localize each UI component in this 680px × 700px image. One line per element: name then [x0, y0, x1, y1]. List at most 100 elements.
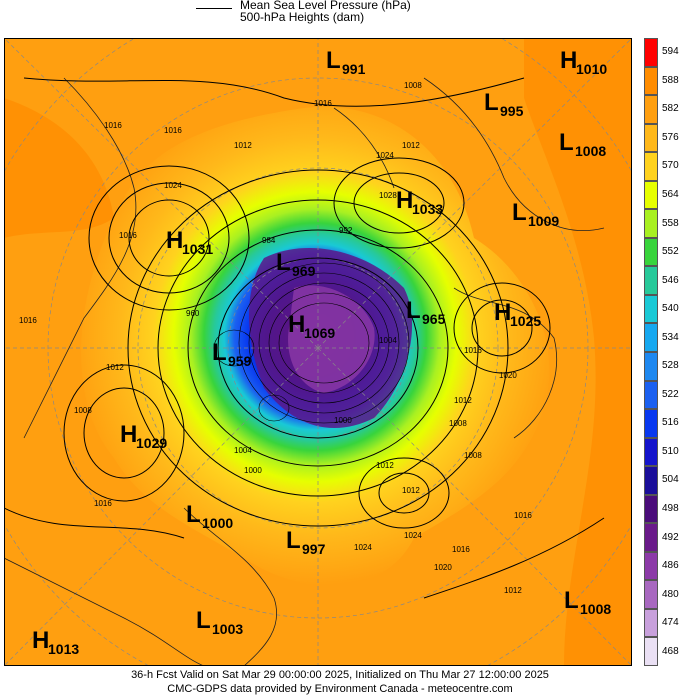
scale-label: 558 [662, 217, 679, 229]
map-frame [4, 38, 632, 666]
isobar-label: 1024 [164, 181, 182, 190]
scale-swatch [644, 466, 658, 495]
isobar-label: 984 [262, 236, 276, 245]
footer-credit: CMC-GDPS data provided by Environment Ca… [167, 683, 513, 695]
scale-swatch [644, 323, 658, 352]
scale-swatch [644, 294, 658, 324]
footer-valid-time: 36-h Fcst Valid on Sat Mar 29 00:00:00 2… [131, 669, 549, 681]
warm-ridge-west [4, 98, 114, 238]
scale-label: 534 [662, 331, 679, 343]
scale-swatch [644, 437, 658, 467]
isobar-label: 1012 [376, 461, 394, 470]
isobar-label: 1024 [354, 543, 372, 552]
scale-swatch [644, 523, 658, 552]
isobar-label: 1016 [164, 126, 182, 135]
footer: 36-h Fcst Valid on Sat Mar 29 00:00:00 2… [0, 668, 680, 696]
low-pressure-letter: L [186, 501, 201, 528]
high-pressure-letter: H [396, 187, 413, 214]
pressure-value: 1008 [580, 601, 611, 617]
low-pressure-letter: L [286, 527, 301, 554]
scale-swatch [644, 66, 658, 96]
high-pressure-letter: H [560, 47, 577, 74]
legend-header: Mean Sea Level Pressure (hPa) 500-hPa He… [0, 0, 680, 38]
pressure-value: 1003 [212, 621, 243, 637]
scale-swatch [644, 494, 658, 524]
isobar-label: 1016 [514, 511, 532, 520]
isobar-label: 1016 [94, 499, 112, 508]
scale-swatch [644, 152, 658, 181]
pressure-value: 997 [302, 541, 326, 557]
pressure-value: 1000 [202, 515, 233, 531]
isobar-label: 1012 [234, 141, 252, 150]
color-scale-bar [644, 38, 658, 666]
scale-label: 504 [662, 474, 679, 486]
scale-label: 498 [662, 503, 679, 514]
scale-swatch [644, 180, 658, 210]
isobar-label: 1012 [504, 586, 522, 595]
mslp-line-swatch [196, 8, 232, 9]
scale-label: 516 [662, 417, 679, 429]
high-pressure-letter: H [120, 421, 137, 448]
isobar-labels: 1016 1008 1012 1016 1024 1028 1012 1016 1012 1008… [19, 81, 532, 595]
scale-label: 480 [662, 588, 679, 600]
pressure-value: 1010 [576, 61, 607, 77]
scale-label: 528 [662, 360, 679, 372]
pressure-value: 1008 [575, 143, 606, 159]
scale-label: 540 [662, 303, 679, 315]
scale-swatch [644, 352, 658, 381]
isobar-label: 1016 [464, 346, 482, 355]
isobars [4, 77, 605, 599]
scale-swatch [644, 123, 658, 153]
isobar-label: 1028 [379, 191, 397, 200]
scale-label: 552 [662, 246, 679, 258]
low-pressure-letter: L [276, 249, 291, 276]
isobar-label: 1004 [234, 446, 252, 455]
high-pressure-letter: H [288, 311, 305, 338]
pressure-value: 1025 [510, 313, 541, 329]
isobar-label: 1008 [74, 406, 92, 415]
pressure-value: 1013 [48, 641, 79, 657]
scale-label: 582 [662, 103, 679, 115]
mslp-legend-label: Mean Sea Level Pressure (hPa) [240, 0, 411, 12]
pressure-value: 1033 [412, 201, 443, 217]
high-pressure-letter: H [32, 627, 49, 654]
scale-label: 570 [662, 160, 679, 172]
meridians [4, 38, 632, 666]
isobar-label: 1020 [434, 563, 452, 572]
isobar-label: 1016 [19, 316, 37, 325]
pressure-value: 1069 [304, 325, 335, 341]
scale-label: 486 [662, 560, 679, 572]
scale-label: 576 [662, 131, 679, 143]
isobar-label: 1012 [454, 396, 472, 405]
scale-label: 510 [662, 445, 679, 457]
height-legend-label: 500-hPa Heights (dam) [240, 10, 365, 24]
scale-label: 588 [662, 74, 679, 86]
scale-swatch [644, 237, 658, 267]
low-pressure-letter: L [406, 297, 421, 324]
isobar-label: 960 [186, 309, 200, 318]
pressure-value: 969 [292, 263, 316, 279]
high-pressure-letter: H [166, 227, 183, 254]
isobar-label: 1000 [334, 416, 352, 425]
scale-swatch [644, 551, 658, 581]
isobar-label: 1024 [404, 531, 422, 540]
scale-swatch [644, 266, 658, 295]
coastlines [4, 77, 605, 666]
isobar-label: 1008 [449, 419, 467, 428]
scale-label: 492 [662, 531, 679, 543]
color-scale-labels: 594 588 582 576 570 564 558 552 546 540 534 528 522 5… [662, 38, 680, 666]
isobar-label: 1012 [402, 486, 420, 495]
isobar-label: 1016 [104, 121, 122, 130]
scale-label: 468 [662, 645, 679, 657]
pressure-value: 965 [422, 311, 446, 327]
isobar-label: 1008 [404, 81, 422, 90]
scale-swatch [644, 637, 658, 666]
scale-swatch [644, 380, 658, 410]
isobar-label: 1012 [106, 363, 124, 372]
low-pressure-letter: L [484, 89, 499, 116]
pressure-value: 959 [228, 353, 252, 369]
low-pressure-letter: L [564, 587, 579, 614]
pressure-value: 995 [500, 103, 524, 119]
